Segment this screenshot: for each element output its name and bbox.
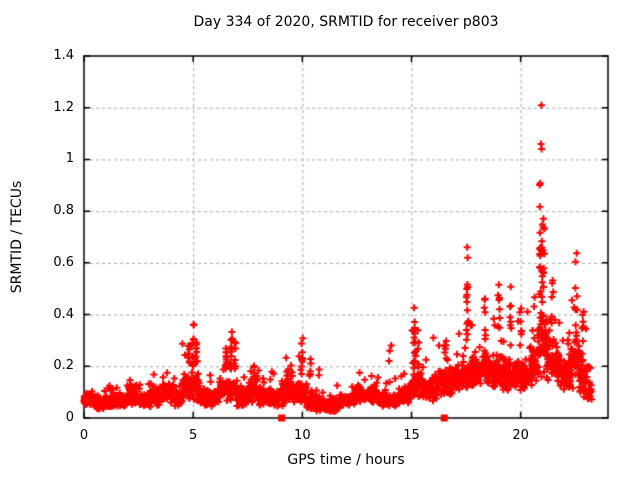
y-axis-label: SRMTID / TECUs — [9, 180, 25, 294]
x-tick-label: 5 — [189, 428, 198, 443]
y-tick-label: 0.6 — [53, 254, 74, 270]
y-tick-label: 1.4 — [53, 48, 74, 63]
y-tick-label: 1.2 — [53, 99, 74, 115]
y-tick-label: 0.4 — [53, 306, 74, 322]
y-tick-label: 0 — [65, 410, 74, 425]
x-axis-label: GPS time / hours — [287, 452, 405, 468]
x-tick-label: 20 — [512, 428, 529, 443]
y-tick-label: 0.2 — [53, 358, 74, 374]
x-tick-label: 15 — [403, 428, 420, 443]
y-tick-label: 1 — [65, 151, 74, 167]
y-tick-label: 0.8 — [53, 203, 74, 219]
chart-title: Day 334 of 2020, SRMTID for receiver p80… — [193, 14, 499, 30]
x-tick-label: 0 — [79, 428, 89, 443]
x-tick-label: 10 — [294, 428, 311, 443]
